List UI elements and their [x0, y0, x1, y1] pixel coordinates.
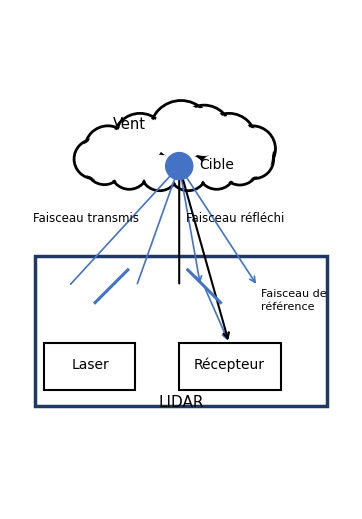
Circle shape [86, 147, 123, 185]
Circle shape [112, 154, 146, 187]
Circle shape [236, 141, 272, 176]
Circle shape [199, 154, 233, 187]
Circle shape [113, 113, 167, 167]
Circle shape [235, 140, 274, 179]
Text: Cible: Cible [199, 158, 234, 172]
Circle shape [177, 105, 231, 159]
Circle shape [180, 108, 228, 156]
Text: Vent: Vent [113, 117, 146, 132]
Circle shape [74, 140, 113, 179]
Circle shape [88, 149, 121, 183]
Circle shape [141, 153, 178, 190]
Circle shape [171, 155, 205, 189]
Circle shape [85, 126, 131, 172]
Text: Laser: Laser [71, 358, 109, 372]
Text: LIDAR: LIDAR [158, 394, 204, 409]
FancyBboxPatch shape [44, 343, 135, 390]
Circle shape [116, 116, 164, 164]
Circle shape [169, 153, 207, 190]
Circle shape [110, 152, 148, 189]
Text: Faisceau de
référence: Faisceau de référence [261, 289, 327, 312]
Circle shape [229, 126, 275, 172]
Circle shape [202, 113, 256, 167]
Circle shape [223, 149, 257, 183]
FancyBboxPatch shape [35, 256, 327, 406]
Circle shape [231, 128, 273, 170]
Circle shape [87, 128, 129, 170]
FancyBboxPatch shape [179, 343, 281, 390]
Circle shape [198, 152, 236, 189]
Circle shape [150, 101, 212, 163]
Circle shape [153, 104, 209, 160]
Circle shape [166, 153, 193, 180]
Text: Faisceau transmis: Faisceau transmis [33, 212, 139, 225]
Circle shape [221, 147, 259, 185]
Circle shape [143, 155, 177, 189]
Circle shape [76, 141, 111, 176]
Text: Récepteur: Récepteur [194, 358, 265, 372]
Text: Faisceau réfléchi: Faisceau réfléchi [186, 212, 285, 225]
Circle shape [205, 116, 253, 164]
